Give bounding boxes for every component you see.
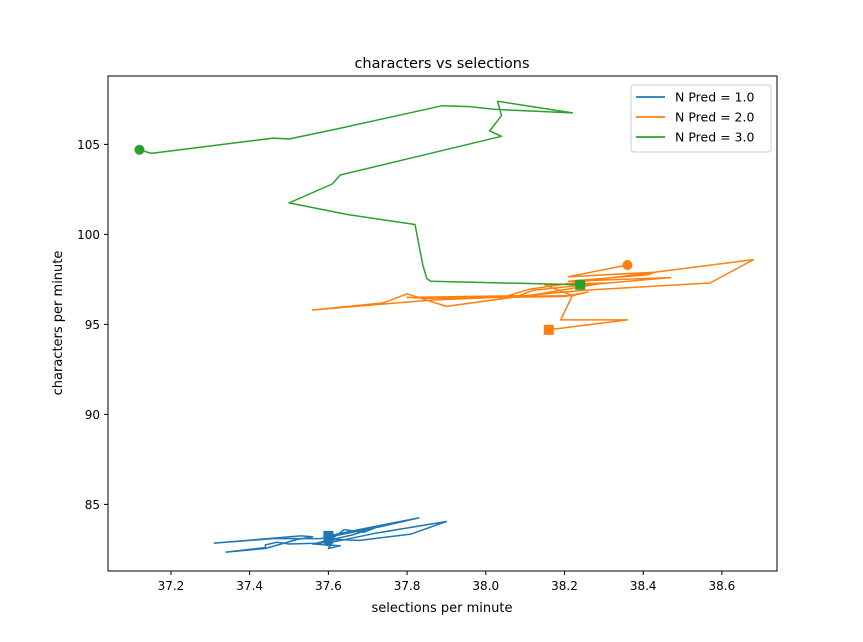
y-tick-label: 95 (85, 318, 100, 332)
legend-label-1: N Pred = 1.0 (675, 90, 754, 105)
series-end-marker-2 (543, 324, 554, 335)
legend-frame (630, 84, 772, 153)
y-axis-label: characters per minute (51, 251, 66, 396)
y-tick-label: 100 (77, 228, 100, 242)
x-axis-label: selections per minute (372, 601, 513, 616)
x-tick-label: 38.0 (472, 579, 499, 593)
legend-label-3: N Pred = 3.0 (675, 130, 754, 145)
x-tick-label: 37.2 (158, 579, 185, 593)
y-tick-label: 85 (85, 498, 100, 512)
legend: N Pred = 1.0 N Pred = 2.0 N Pred = 3.0 (630, 84, 772, 153)
x-tick-label: 38.2 (551, 579, 578, 593)
plot-frame (107, 75, 778, 572)
series-start-marker-3 (134, 144, 145, 155)
series-line-1 (213, 517, 448, 553)
y-tick-label: 105 (77, 138, 100, 152)
series-end-marker-3 (575, 279, 586, 290)
series-line-2 (311, 258, 755, 331)
series-start-marker-2 (622, 260, 633, 270)
legend-label-2: N Pred = 2.0 (675, 110, 754, 125)
x-tick-label: 38.4 (630, 579, 657, 593)
x-axis: 37.2 37.4 37.6 37.8 38.0 38.2 38.4 38.6 (158, 571, 736, 593)
x-tick-label: 37.8 (394, 579, 421, 593)
x-tick-label: 37.4 (236, 579, 263, 593)
series-end-marker-1 (323, 530, 334, 541)
chart-title: characters vs selections (354, 56, 529, 72)
x-tick-label: 37.6 (315, 579, 342, 593)
x-tick-label: 38.6 (709, 579, 736, 593)
y-tick-label: 90 (85, 408, 100, 422)
series-line-3 (139, 100, 581, 286)
plot-area (134, 100, 755, 553)
y-axis: 85 90 95 100 105 (77, 138, 108, 512)
